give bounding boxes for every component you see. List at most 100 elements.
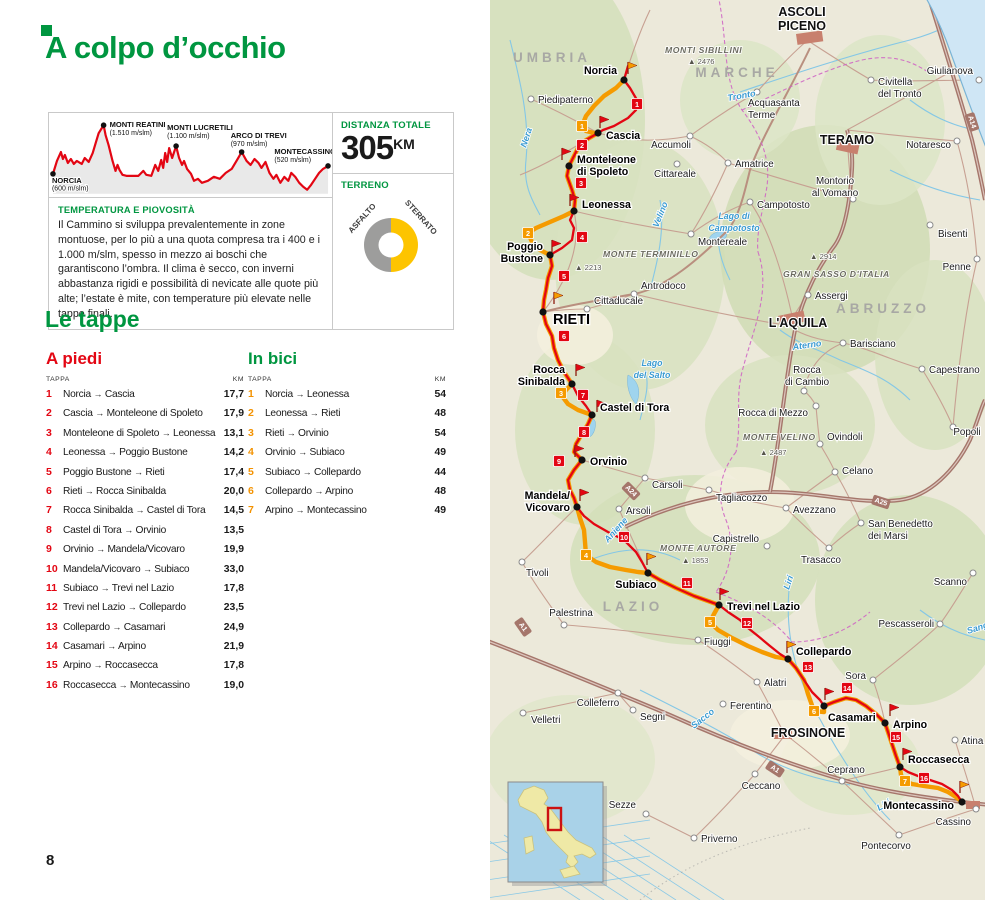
arrow-icon: → <box>107 641 116 652</box>
stage-route: Orvinio → Mandela/Vicovaro <box>63 544 185 556</box>
flag-pennant <box>959 780 970 789</box>
route-town-label: Monteleone <box>577 154 636 166</box>
stage-km: 14,2 <box>223 447 244 459</box>
route-map-svg: 123456712345678910111213141516UMBRIAMARC… <box>490 0 985 900</box>
stage-route: Mandela/Vicovaro → Subiaco <box>63 563 190 575</box>
region-border <box>715 451 737 593</box>
route-town-label: Casamari <box>828 712 876 724</box>
highway-shield-label: A25 <box>874 497 888 508</box>
walk-stage-badge-box <box>631 98 643 110</box>
arrow-icon: → <box>112 621 122 632</box>
highway-shield-box <box>964 112 980 132</box>
route-town-dot <box>546 251 554 259</box>
flag-pennant <box>646 552 657 561</box>
distance-unit: KM <box>393 136 415 152</box>
terrain-label: TERRENO <box>341 179 389 191</box>
town-marker <box>867 76 875 84</box>
stage-flag-icon <box>719 587 730 600</box>
arrow-icon: → <box>100 582 110 593</box>
river-line <box>639 369 648 421</box>
stage-flag-icon <box>646 552 657 565</box>
stage-route: Subiaco → Collepardo <box>265 466 361 478</box>
town-label: Capistrello <box>713 534 760 545</box>
stage-row: 1 Norcia → Leonessa 54 <box>248 388 446 407</box>
flag-pennant <box>551 239 562 248</box>
distance-value: 305 <box>341 129 394 166</box>
stage-row: 9 Orvinio → Mandela/Vicovaro 19,9 <box>46 543 244 562</box>
walk-stage-badge-box <box>576 139 588 151</box>
stage-km: 24,9 <box>223 621 244 633</box>
walk-stage-badge-box <box>578 426 590 438</box>
bike-stage-badge-number: 1 <box>580 122 584 131</box>
town-marker <box>518 558 526 566</box>
stage-route: Castel di Tora → Orvinio <box>63 524 167 536</box>
stage-flag-icon <box>596 399 607 412</box>
town-label: San Benedetto <box>868 519 933 530</box>
stage-km: 23,5 <box>223 602 244 614</box>
town-label: Pontecorvo <box>861 841 911 852</box>
walk-stage-badge: 7 <box>577 389 589 401</box>
town-marker <box>936 620 944 628</box>
walk-stage-badge-box <box>577 389 589 401</box>
region-label: UMBRIA <box>513 50 591 65</box>
route-town-dot <box>568 380 576 388</box>
town-marker <box>753 88 761 96</box>
bike-stage-badge-box <box>808 705 820 717</box>
stage-row: 8 Castel di Tora → Orvinio 13,5 <box>46 524 244 543</box>
mountain-elevation-label: ▲ 2213 <box>575 263 602 272</box>
town-marker <box>949 423 957 431</box>
lake-label: Campotosto <box>708 223 760 233</box>
arrow-icon: → <box>295 505 305 516</box>
route-map: 1 2 3 4 5 6 7 1 2 3 4 5 6 7 8 9 10 11 12 13 14 15 16 UMBRIA MARC… <box>490 0 985 900</box>
road-line <box>841 780 900 836</box>
stage-route: Casamari → Arpino <box>63 641 146 653</box>
bike-stage-badge-number: 2 <box>526 229 530 238</box>
stage-row: 15 Arpino → Roccasecca 17,8 <box>46 659 244 678</box>
stage-row: 5 Subiaco → Collepardo 44 <box>248 466 446 485</box>
bike-stage-badge-box <box>522 227 534 239</box>
profile-elev-peak1: (1.510 m/slm) <box>110 130 152 137</box>
stage-km: 17,4 <box>223 466 244 478</box>
walk-table-rows: 1 Norcia → Cascia 17,7 2 Cascia → Monteleone… <box>46 388 244 698</box>
city-label: PICENO <box>778 19 826 33</box>
stage-route: Norcia → Cascia <box>63 389 135 400</box>
highway-shield-label: A1 <box>769 764 780 775</box>
town-label: Barisciano <box>850 339 896 350</box>
town-marker <box>895 831 903 839</box>
town-marker <box>918 365 926 373</box>
road-line <box>846 129 958 142</box>
stage-number: 3 <box>46 426 52 439</box>
stage-row: 6 Collepardo → Arpino 48 <box>248 485 446 504</box>
stage-number: 12 <box>46 601 58 614</box>
stage-km: 19,9 <box>223 544 244 556</box>
town-label: Popoli <box>953 427 980 438</box>
stage-flag-icon <box>575 363 586 376</box>
lake-salto <box>627 374 639 405</box>
city-label: ASCOLI <box>778 5 825 19</box>
road-line <box>565 624 699 641</box>
inset-italy-shape <box>517 785 597 869</box>
walk-stage-badge-number: 4 <box>580 233 585 242</box>
profile-elev-peak2: (1.100 m/slm) <box>167 133 209 140</box>
river-label: Liri <box>781 574 795 591</box>
inset-highlight-rect <box>546 806 563 832</box>
town-marker <box>926 221 934 229</box>
route-town-label: Norcia <box>584 65 617 77</box>
flag-pennant <box>786 640 797 649</box>
page-number: 8 <box>46 852 55 869</box>
town-label: Segni <box>640 712 665 723</box>
stage-route: Norcia → Leonessa <box>265 389 350 400</box>
arrow-icon: → <box>124 524 133 535</box>
route-town-label: Collepardo <box>796 646 852 658</box>
region-label: ABRUZZO <box>836 301 930 316</box>
highway-shield-box <box>621 481 641 501</box>
town-label: Atina <box>961 736 984 747</box>
stage-number: 5 <box>46 465 52 478</box>
stage-route: Leonessa → Poggio Bustone <box>63 447 188 459</box>
stage-number: 7 <box>248 504 254 517</box>
road-line <box>794 329 844 344</box>
bike-stage-badge-box <box>555 387 567 399</box>
stage-km: 48 <box>434 408 446 420</box>
town-label: Bisenti <box>938 229 967 240</box>
